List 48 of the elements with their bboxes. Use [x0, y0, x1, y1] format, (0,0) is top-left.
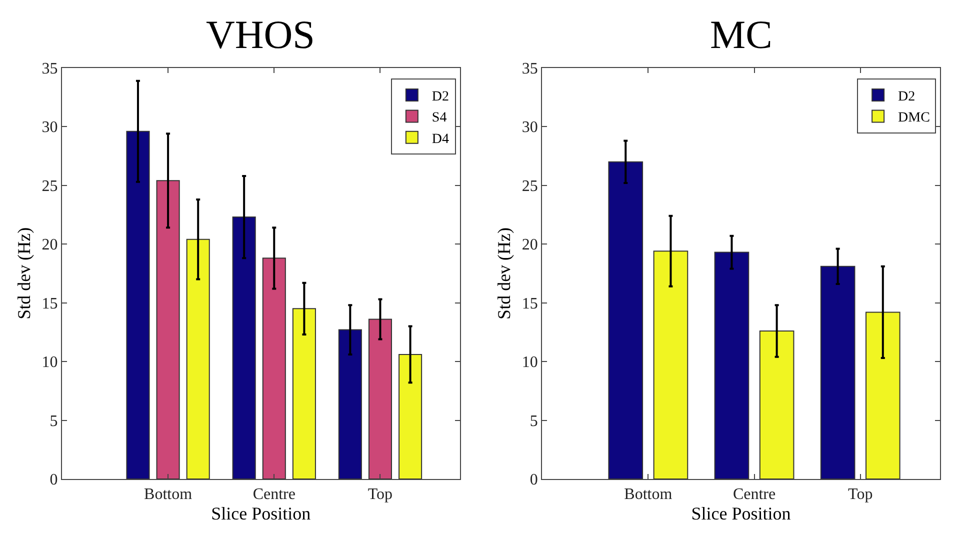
y-tick-label: 25	[42, 178, 58, 195]
bar	[338, 329, 362, 479]
x-tick-label: Centre	[252, 486, 296, 504]
bar	[653, 250, 688, 479]
y-tick-label: 10	[42, 354, 58, 372]
y-tick-label: 15	[42, 295, 58, 312]
x-tick-label: Bottom	[144, 486, 193, 504]
bar	[398, 354, 422, 479]
legend-label: D2	[432, 89, 450, 104]
x-axis-title: Slice Position	[211, 503, 311, 524]
chart-title: VHOS	[206, 12, 315, 57]
bar	[156, 180, 180, 479]
bar	[820, 266, 856, 479]
bar	[126, 130, 150, 479]
x-axis-title: Slice Position	[691, 503, 791, 524]
legend-label: S4	[432, 110, 447, 126]
bar	[262, 258, 286, 479]
y-tick-label: 35	[42, 60, 58, 78]
bar	[608, 161, 644, 479]
y-tick-label: 20	[42, 236, 58, 254]
y-tick-label: 20	[522, 236, 538, 254]
y-tick-label: 0	[530, 472, 538, 489]
x-tick-label: Bottom	[624, 486, 673, 504]
y-tick-label: 30	[42, 119, 58, 136]
bar	[232, 216, 256, 479]
y-tick-label: 10	[522, 354, 538, 372]
legend-label: D2	[898, 89, 916, 104]
bar	[714, 252, 750, 479]
x-tick-label: Top	[848, 486, 873, 504]
x-tick-label: Centre	[732, 486, 776, 504]
bar	[368, 318, 392, 479]
legend-label: D4	[432, 132, 450, 147]
y-tick-label: 25	[522, 178, 538, 195]
y-tick-label: 5	[530, 412, 538, 430]
y-tick-label: 30	[522, 119, 538, 136]
y-tick-label: 15	[522, 295, 538, 312]
bar	[759, 330, 794, 479]
x-tick-label: Top	[368, 486, 393, 504]
y-tick-label: 5	[50, 412, 58, 430]
legend-label: DMC	[898, 110, 930, 126]
y-tick-label: 0	[50, 472, 58, 489]
y-axis-title: Std dev (Hz)	[494, 227, 514, 320]
bar	[865, 312, 900, 479]
chart-title: MC	[710, 12, 772, 57]
y-axis-title: Std dev (Hz)	[14, 227, 34, 320]
bar	[186, 238, 210, 479]
bar	[292, 308, 316, 479]
y-tick-label: 35	[522, 60, 538, 78]
